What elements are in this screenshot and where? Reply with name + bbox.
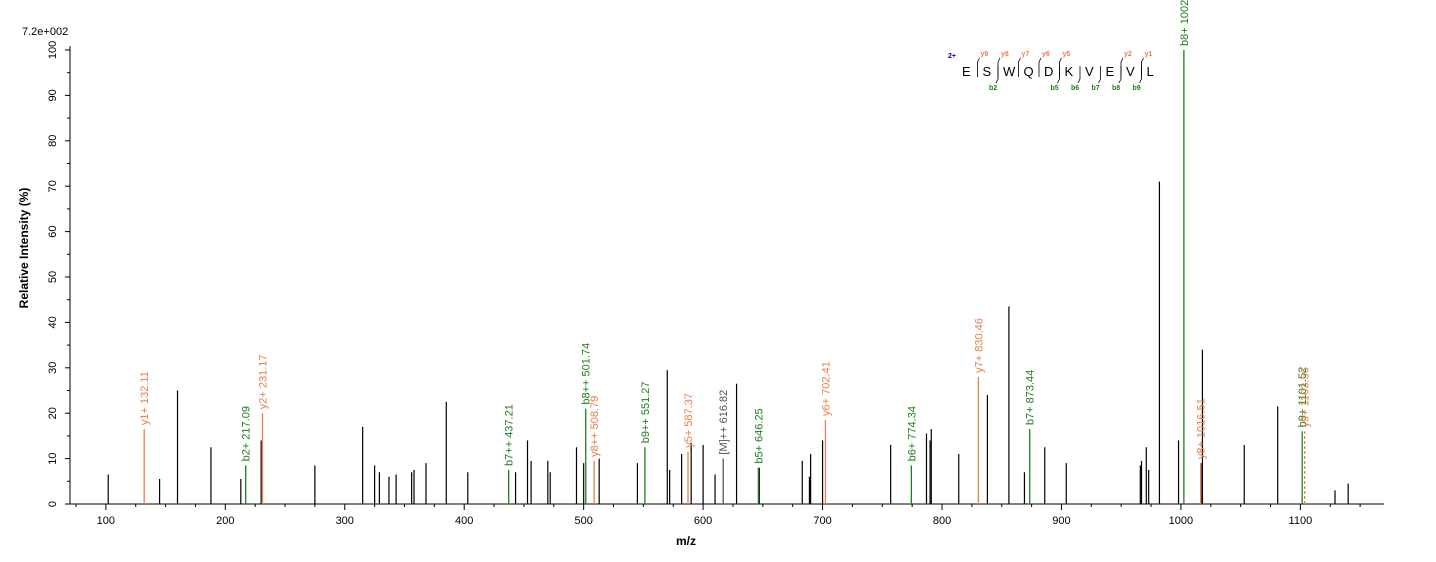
cleavage-mark	[1098, 66, 1101, 84]
y-tick-label: 100	[47, 41, 59, 59]
cleavage-mark	[1077, 66, 1081, 84]
y-ion-label: y6	[1042, 51, 1050, 58]
residue: K	[1065, 64, 1074, 79]
peak-label: [M]++ 616.82	[718, 390, 730, 455]
peak-label: b8++ 501.74	[581, 343, 593, 405]
peaks-layer	[107, 181, 1349, 504]
cleavage-mark	[1038, 57, 1042, 77]
cleavage-mark	[1018, 57, 1021, 77]
cleavage-mark	[1057, 66, 1060, 84]
peak-label: y2+ 231.17	[258, 354, 270, 409]
x-tick-label: 900	[1052, 515, 1070, 527]
y-tick-label: 90	[47, 89, 59, 101]
y-ion-label: y1	[1145, 51, 1153, 58]
x-tick-label: 200	[216, 515, 234, 527]
peak-label: b6+ 774.34	[906, 406, 918, 461]
peak-label: b9+ 1101.52	[1297, 367, 1309, 428]
x-tick-label: 1100	[1289, 515, 1313, 527]
x-tick-label: 600	[694, 515, 712, 527]
b-ion-label: b7	[1092, 85, 1100, 92]
residue: W	[1003, 64, 1016, 79]
y-tick-label: 0	[47, 501, 59, 507]
residue: Q	[1024, 64, 1034, 79]
charge-label: 2+	[948, 53, 956, 60]
peak-label: b7+ 873.44	[1025, 370, 1037, 425]
b-ion-label: b5	[1051, 85, 1059, 92]
peak-label: b5+ 646.25	[753, 408, 765, 463]
peak-label: y1+ 132.11	[139, 371, 151, 425]
x-axis-title: m/z	[676, 534, 696, 548]
x-tick-label: 300	[336, 515, 354, 527]
cleavage-mark	[1118, 66, 1122, 84]
y-ion-label: y5	[1063, 51, 1071, 58]
peak-label: y9+ 1103.56	[1300, 367, 1312, 427]
scale-label: 7.2e+002	[22, 26, 68, 38]
b-ion-label: b2	[989, 85, 997, 92]
y-ion-label: y7	[1022, 51, 1030, 58]
residue: V	[1126, 64, 1135, 79]
b-ion-label: b9	[1133, 85, 1141, 92]
cleavage-mark	[995, 66, 999, 84]
peak-label: b7++ 437.21	[504, 404, 516, 466]
peak-label: y8++ 508.79	[589, 396, 601, 457]
residue: E	[962, 64, 971, 79]
y-tick-label: 50	[47, 271, 59, 283]
peak-label: y7+ 830.46	[973, 318, 985, 373]
cleavage-mark	[977, 57, 980, 77]
y-ion-label: y9	[981, 51, 989, 58]
residue: V	[1085, 64, 1094, 79]
y-tick-label: 10	[47, 452, 59, 464]
residue: L	[1147, 64, 1154, 79]
peak-label: b9++ 551.27	[640, 381, 652, 443]
x-tick-label: 100	[97, 515, 115, 527]
y-ion-label: y2	[1124, 51, 1132, 58]
residue: S	[983, 64, 992, 79]
b-ion-label: b6	[1071, 85, 1079, 92]
peak-label: y8+ 1016.51	[1196, 398, 1208, 459]
b-ion-label: b8	[1112, 85, 1120, 92]
y-tick-label: 40	[47, 316, 59, 328]
peak-label: b2+ 217.09	[241, 406, 253, 461]
residue: E	[1106, 64, 1115, 79]
y-tick-label: 80	[47, 135, 59, 147]
cleavage-mark	[1139, 66, 1142, 84]
y-tick-label: 20	[47, 407, 59, 419]
x-tick-label: 1000	[1169, 515, 1193, 527]
y-tick-label: 30	[47, 362, 59, 374]
x-tick-label: 400	[455, 515, 473, 527]
y-ion-label: y8	[1001, 51, 1009, 58]
y-tick-label: 60	[47, 225, 59, 237]
x-tick-label: 500	[574, 515, 592, 527]
x-tick-label: 700	[813, 515, 831, 527]
y-axis-title: Relative Intensity (%)	[17, 188, 31, 309]
peak-label: b8+ 1002.47	[1179, 0, 1191, 46]
axes: 0 10 20 30 40 50 60 70 80 90 100 100 200 300 400 500 600…	[47, 41, 1384, 527]
peak-label: y5+ 587.37	[683, 393, 695, 448]
y-tick-label: 70	[47, 180, 59, 192]
annotations-layer: y1+ 132.11 b2+ 217.09 y2+ 231.17 b7++ 437.2…	[139, 0, 1312, 504]
residue: D	[1044, 64, 1053, 79]
peak-label: y6+ 702.41	[820, 361, 832, 416]
x-tick-label: 800	[933, 515, 951, 527]
